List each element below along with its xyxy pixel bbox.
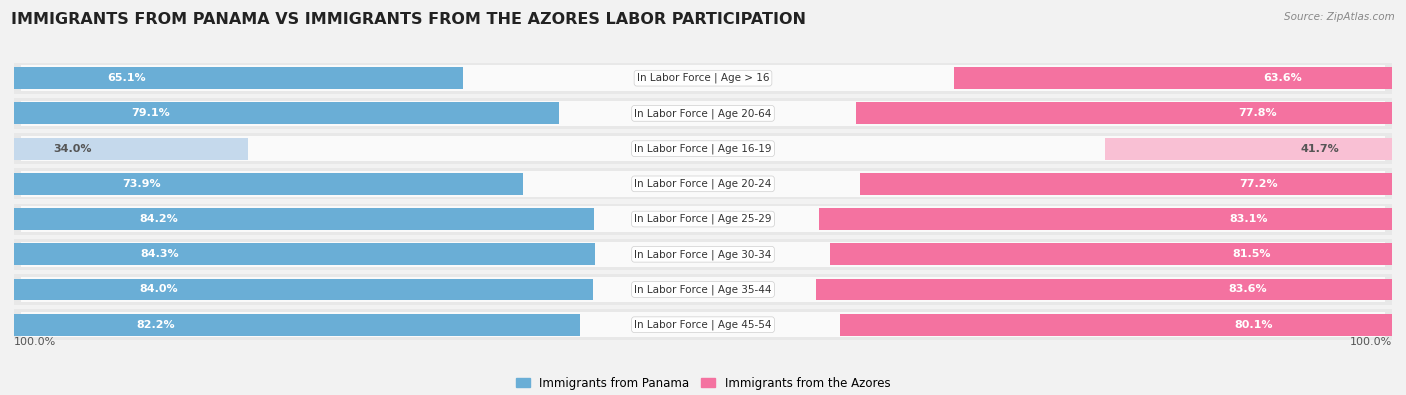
Text: 41.7%: 41.7% (1301, 144, 1340, 154)
Bar (21, 101, 1385, 126)
Text: In Labor Force | Age 20-24: In Labor Force | Age 20-24 (634, 179, 772, 189)
Bar (14, 239, 1392, 270)
Bar (14, 274, 1392, 305)
Text: 63.6%: 63.6% (1263, 73, 1302, 83)
Bar (21, 66, 1385, 91)
Text: 73.9%: 73.9% (122, 179, 160, 189)
Text: 83.1%: 83.1% (1230, 214, 1268, 224)
Text: 81.5%: 81.5% (1232, 249, 1271, 259)
Bar (14, 63, 1392, 94)
Text: In Labor Force | Age 16-19: In Labor Force | Age 16-19 (634, 143, 772, 154)
Text: IMMIGRANTS FROM PANAMA VS IMMIGRANTS FROM THE AZORES LABOR PARTICIPATION: IMMIGRANTS FROM PANAMA VS IMMIGRANTS FRO… (11, 12, 806, 27)
Text: 34.0%: 34.0% (53, 144, 91, 154)
Text: 65.1%: 65.1% (107, 73, 145, 83)
Text: In Labor Force | Age 35-44: In Labor Force | Age 35-44 (634, 284, 772, 295)
Bar (14, 243, 595, 265)
Bar (14, 208, 595, 230)
Bar (14, 138, 249, 160)
Text: 83.6%: 83.6% (1229, 284, 1267, 295)
Bar (14, 168, 1392, 199)
Bar (14, 133, 1392, 164)
Bar (21, 206, 1385, 232)
Text: 79.1%: 79.1% (131, 108, 170, 118)
Text: 77.2%: 77.2% (1240, 179, 1278, 189)
Bar (21, 171, 1385, 197)
Bar (860, 173, 1392, 195)
Text: In Labor Force | Age > 16: In Labor Force | Age > 16 (637, 73, 769, 83)
Text: 77.8%: 77.8% (1239, 108, 1277, 118)
Bar (14, 278, 593, 301)
Bar (831, 243, 1392, 265)
Text: 84.2%: 84.2% (139, 214, 179, 224)
Legend: Immigrants from Panama, Immigrants from the Azores: Immigrants from Panama, Immigrants from … (510, 372, 896, 394)
Bar (14, 98, 1392, 129)
Text: 100.0%: 100.0% (14, 337, 56, 346)
Text: Source: ZipAtlas.com: Source: ZipAtlas.com (1284, 12, 1395, 22)
Bar (14, 309, 1392, 340)
Text: In Labor Force | Age 20-64: In Labor Force | Age 20-64 (634, 108, 772, 118)
Bar (14, 102, 560, 124)
Bar (21, 136, 1385, 161)
Text: 84.0%: 84.0% (139, 284, 179, 295)
Bar (21, 277, 1385, 302)
Bar (953, 67, 1392, 89)
Text: 80.1%: 80.1% (1234, 320, 1274, 330)
Bar (1105, 138, 1392, 160)
Bar (820, 208, 1392, 230)
Bar (21, 312, 1385, 337)
Text: 100.0%: 100.0% (1350, 337, 1392, 346)
Bar (856, 102, 1392, 124)
Text: 82.2%: 82.2% (136, 320, 174, 330)
Text: In Labor Force | Age 45-54: In Labor Force | Age 45-54 (634, 320, 772, 330)
Text: 84.3%: 84.3% (141, 249, 179, 259)
Bar (841, 314, 1392, 336)
Bar (21, 242, 1385, 267)
Text: In Labor Force | Age 30-34: In Labor Force | Age 30-34 (634, 249, 772, 260)
Bar (14, 173, 523, 195)
Bar (14, 203, 1392, 235)
Bar (14, 67, 463, 89)
Bar (14, 314, 581, 336)
Bar (815, 278, 1392, 301)
Text: In Labor Force | Age 25-29: In Labor Force | Age 25-29 (634, 214, 772, 224)
